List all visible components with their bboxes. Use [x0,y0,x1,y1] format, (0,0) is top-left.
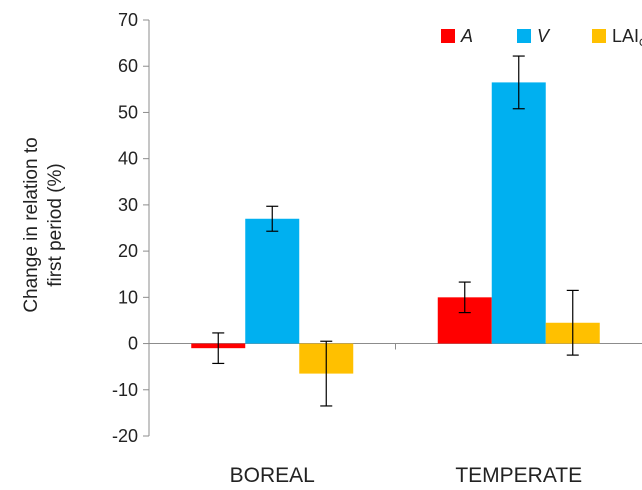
legend-label: V [537,26,551,46]
y-tick-label: 10 [118,287,138,307]
legend-label: LAIQ [612,26,642,49]
y-tick-label: 30 [118,195,138,215]
legend: A V LAIQ [441,26,642,49]
y-tick-label: 40 [118,149,138,169]
legend-swatch [592,29,606,43]
x-category-label: TEMPERATE [455,464,582,487]
y-tick-label: 0 [128,334,138,354]
legend-label: A [460,26,473,46]
y-tick-label: 70 [118,10,138,30]
y-tick-label: 50 [118,102,138,122]
error-bars [212,55,579,407]
y-tick-label: 20 [118,241,138,261]
y-tick-label: 60 [118,56,138,76]
bars [191,82,600,374]
legend-swatch [517,29,531,43]
axes: -20 -10 0 10 20 30 40 50 60 70 BOREAL TEMPERATE [112,10,642,487]
bar-v-boreal [245,218,300,344]
y-tick-label: -20 [112,426,138,446]
y-tick-label: -10 [112,380,138,400]
bar-v-temperate [491,82,546,344]
legend-swatch [441,29,455,43]
x-category-label: BOREAL [230,464,315,487]
